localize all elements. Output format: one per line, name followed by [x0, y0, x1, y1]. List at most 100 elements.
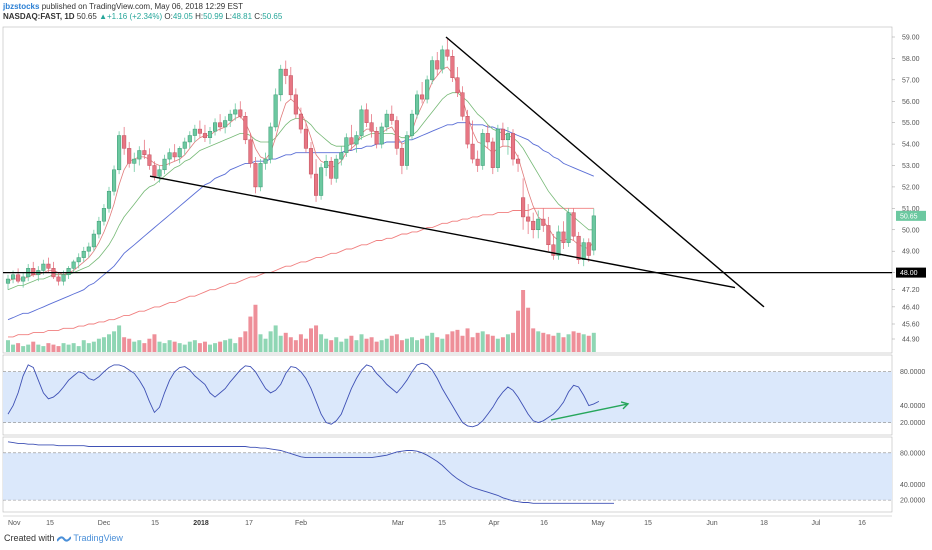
- candle: [81, 250, 86, 258]
- candle: [425, 79, 430, 100]
- oscillator-1-tick-label: 80.0000: [900, 369, 925, 376]
- ma-fast-line: [7, 66, 595, 282]
- volume-bar: [349, 335, 354, 352]
- candle: [384, 113, 389, 128]
- time-tick-label: Dec: [98, 520, 111, 527]
- volume-bar: [223, 340, 228, 352]
- candle: [76, 257, 81, 263]
- volume-bar: [526, 307, 531, 352]
- oscillator-2-band: [3, 452, 892, 501]
- volume-bar: [278, 335, 283, 352]
- volume-bar: [208, 344, 212, 352]
- candle: [31, 268, 36, 275]
- candle: [41, 263, 46, 271]
- candle: [182, 141, 187, 149]
- candle: [359, 109, 364, 136]
- time-tick-label: Jul: [812, 520, 821, 527]
- candle: [202, 133, 207, 138]
- candle: [541, 218, 546, 226]
- price-tick-label: 57.00: [902, 77, 920, 84]
- volume-bar: [546, 334, 551, 352]
- candle: [61, 274, 66, 282]
- oscillator-1-pane: [3, 362, 892, 428]
- volume-bar: [571, 331, 576, 352]
- candle: [516, 158, 521, 164]
- volume-bar: [455, 329, 460, 352]
- candle: [374, 130, 379, 145]
- candle: [319, 167, 324, 196]
- time-tick-label: 16: [858, 520, 866, 527]
- volume-bar: [591, 332, 596, 352]
- volume-bar: [11, 344, 16, 352]
- candle: [228, 113, 233, 121]
- candle: [167, 152, 172, 160]
- volume-bar: [6, 340, 10, 352]
- volume-bar: [147, 338, 152, 352]
- ma-slow-line: [7, 122, 594, 321]
- candle: [187, 135, 192, 143]
- price-tick-label: 51.00: [902, 206, 920, 213]
- oscillator-1-tick-label: 20.0000: [900, 420, 925, 427]
- volume-bar: [71, 343, 76, 352]
- price-tick-label: 55.00: [902, 120, 920, 127]
- volume-bar: [344, 338, 349, 352]
- publish-line: jbzstocks published on TradingView.com, …: [3, 2, 923, 12]
- candle: [460, 92, 465, 117]
- tradingview-brand[interactable]: TradingView: [73, 533, 123, 543]
- volume-bar: [470, 337, 475, 352]
- candle: [556, 231, 561, 256]
- candle: [243, 115, 248, 141]
- candle: [399, 148, 404, 166]
- volume-bar: [399, 340, 404, 352]
- candle: [445, 49, 450, 57]
- candle: [591, 215, 596, 251]
- volume-bar: [450, 331, 455, 352]
- price-tick-label: 46.40: [902, 304, 920, 311]
- candle: [394, 120, 399, 149]
- candle: [298, 113, 303, 130]
- volume-bar: [16, 343, 21, 352]
- candle: [314, 173, 319, 196]
- volume-bar: [167, 340, 172, 352]
- candle: [101, 208, 107, 222]
- candle: [364, 109, 369, 123]
- volume-bar: [521, 290, 526, 352]
- author-link[interactable]: jbzstocks: [3, 2, 40, 11]
- volume-bar: [460, 335, 465, 352]
- candle: [379, 126, 384, 145]
- volume-bar: [309, 328, 313, 352]
- level-price-label: 48.00: [900, 270, 918, 277]
- candle: [354, 135, 359, 145]
- last-price: 50.65: [76, 12, 97, 21]
- trendline-upper-resistance: [445, 36, 765, 308]
- volume-bar: [541, 332, 546, 352]
- candle: [293, 94, 298, 115]
- chart-header: jbzstocks published on TradingView.com, …: [3, 2, 923, 26]
- candle: [56, 276, 61, 282]
- volume-bar: [495, 338, 500, 352]
- volume-bar: [142, 343, 147, 352]
- candle: [500, 128, 505, 141]
- candle: [117, 135, 122, 171]
- candle: [485, 133, 490, 143]
- close-value: 50.65: [262, 12, 283, 21]
- candle: [263, 158, 268, 164]
- candle: [16, 274, 21, 282]
- candle: [344, 137, 349, 153]
- volume-bar: [536, 331, 541, 352]
- candle: [435, 60, 440, 70]
- candle: [303, 128, 308, 149]
- time-tick-label: Jun: [706, 520, 717, 527]
- volume-bar: [531, 328, 536, 352]
- candle: [46, 263, 51, 269]
- created-with-text: Created with: [4, 533, 55, 543]
- volume-bar: [238, 337, 243, 352]
- candle: [162, 158, 167, 171]
- candle: [253, 163, 258, 188]
- candle: [278, 68, 283, 96]
- candle: [268, 126, 273, 160]
- volume-bar: [283, 332, 288, 352]
- volume-bar: [440, 338, 445, 352]
- volume-bar: [404, 338, 409, 352]
